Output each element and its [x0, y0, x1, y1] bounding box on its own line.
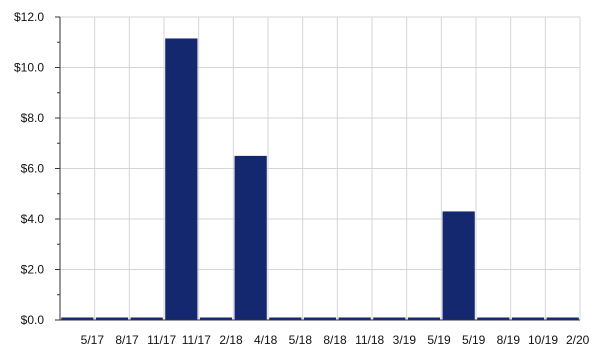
- y-tick-label: $12.0: [14, 10, 44, 24]
- x-tick-label: 5/19: [462, 333, 486, 347]
- bar: [165, 38, 198, 321]
- x-tick-label: 11/18: [355, 333, 384, 347]
- y-tick-label: $2.0: [21, 263, 45, 277]
- bar: [373, 317, 406, 320]
- bar: [477, 317, 510, 320]
- grid-layer: [59, 16, 581, 321]
- y-tick-label: $6.0: [21, 162, 45, 176]
- x-tick-label: 5/17: [81, 333, 105, 347]
- x-tick-label: 8/19: [497, 333, 521, 347]
- x-tick-label: 4/18: [254, 333, 278, 347]
- bar: [199, 317, 233, 320]
- bar: [338, 317, 371, 320]
- x-tick-label: 11/17: [182, 333, 211, 347]
- bar: [95, 317, 129, 320]
- y-tick-label: $4.0: [21, 212, 45, 226]
- x-tick-label: 10/19: [528, 333, 558, 347]
- bar: [511, 317, 545, 320]
- x-tick-label: 2/18: [219, 333, 243, 347]
- bar: [407, 317, 441, 320]
- bar-layer: [61, 38, 579, 321]
- bar: [61, 317, 94, 320]
- x-tick-label: 3/19: [393, 333, 417, 347]
- bar: [546, 317, 579, 320]
- x-tick-label: 2/20: [566, 333, 590, 347]
- bar: [442, 211, 475, 320]
- x-tick-label: 8/18: [323, 333, 347, 347]
- x-tick-label: 11/17: [147, 333, 176, 347]
- y-tick-label: $8.0: [21, 111, 45, 125]
- y-tick-label: $0.0: [21, 313, 45, 327]
- bar: [130, 317, 163, 320]
- x-tick-label: 5/19: [427, 333, 451, 347]
- y-tick-label: $10.0: [14, 61, 44, 75]
- x-tick-label: 5/18: [289, 333, 313, 347]
- x-tick-label: 8/17: [115, 333, 139, 347]
- bar: [303, 317, 337, 320]
- bar: [234, 155, 267, 320]
- axis-layer: [55, 16, 580, 321]
- bar: [269, 317, 302, 320]
- label-layer: $0.0 $2.0 $4.0 $6.0 $8.0 $10.0 $12.0 5/17 8/17 11…: [14, 10, 590, 347]
